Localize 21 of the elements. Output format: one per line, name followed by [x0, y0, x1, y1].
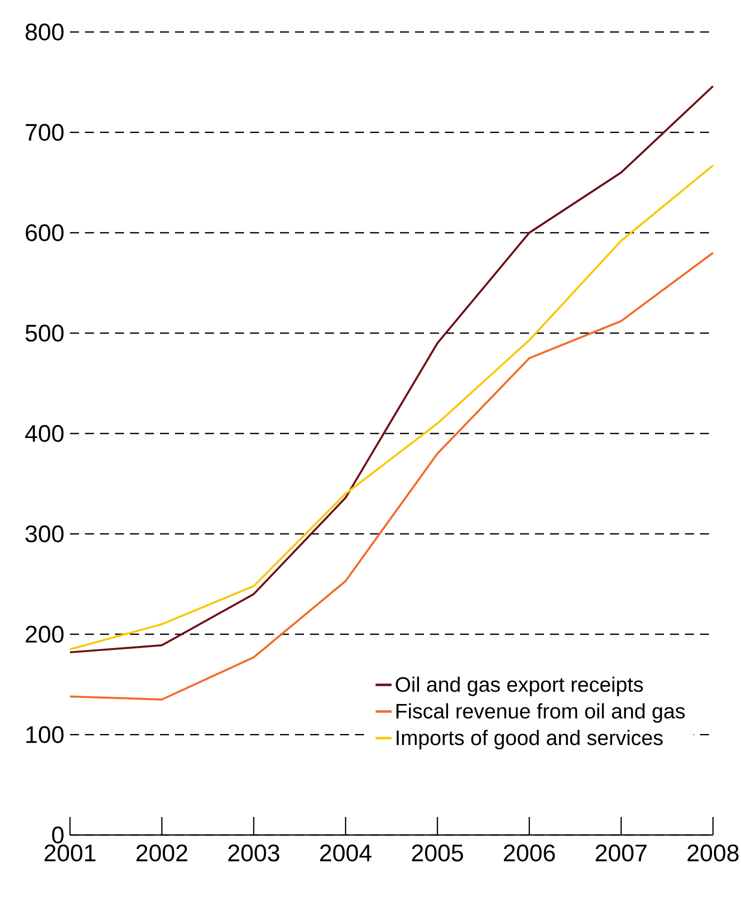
y-tick-label: 400 [25, 425, 64, 442]
y-tick-label: 0 [52, 826, 64, 844]
y-tick-label: 600 [26, 224, 64, 242]
x-tick-label: 2008 [688, 844, 739, 862]
legend-label: Oil and gas export receipts [396, 676, 643, 696]
x-tick-label: 2006 [504, 844, 555, 862]
y-tick-label: 800 [26, 24, 64, 40]
legend-label: Fiscal revenue from oil and gas [396, 703, 685, 723]
line-series [69, 252, 714, 700]
x-tick-label: 2004 [320, 844, 372, 862]
y-tick-label: 500 [26, 324, 64, 342]
y-tick-label: 300 [25, 525, 64, 542]
x-tick-label: 2005 [412, 844, 464, 862]
x-tick-label: 2003 [228, 844, 280, 862]
y-tick-label: 200 [26, 626, 64, 643]
x-tick-label: 2002 [136, 844, 188, 862]
legend-label: Imports of good and services [396, 730, 663, 750]
x-tick-label: 2001 [44, 844, 96, 862]
y-tick-label: 700 [26, 124, 64, 141]
x-tick-label: 2007 [596, 844, 647, 862]
y-tick-label: 100 [26, 726, 64, 744]
